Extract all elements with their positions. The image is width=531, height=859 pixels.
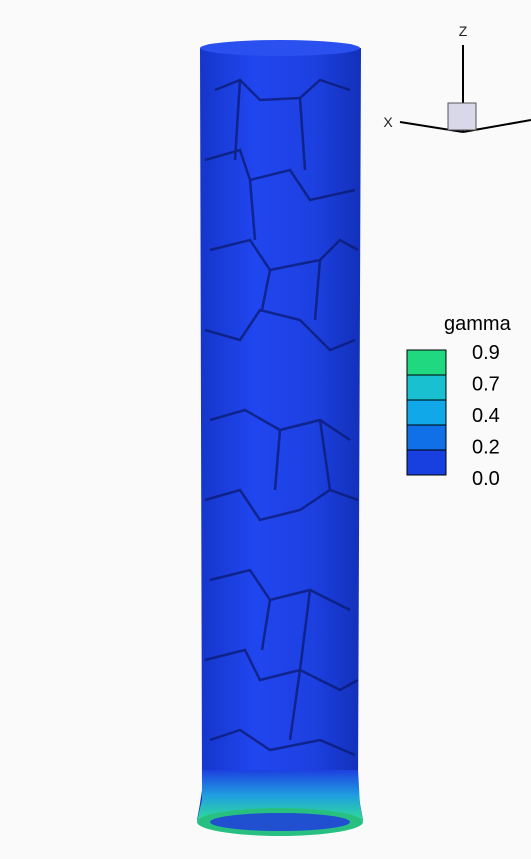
legend-label: 0.9 (472, 342, 500, 364)
axis-label: Z (459, 23, 468, 39)
legend-label: 0.2 (472, 437, 500, 459)
legend-label: 0.7 (472, 374, 500, 396)
legend: gamma 0.9 0.7 0.4 0.2 0.0 (407, 313, 512, 490)
axis-triad: Z X (383, 23, 531, 132)
axis-label: X (383, 114, 393, 130)
legend-label: 0.0 (472, 468, 500, 490)
legend-title: gamma (444, 313, 512, 335)
scene: Z X gamma 0.9 0.7 0.4 0.2 0.0 (0, 0, 531, 859)
cylinder (197, 40, 363, 836)
legend-label: 0.4 (472, 405, 500, 427)
